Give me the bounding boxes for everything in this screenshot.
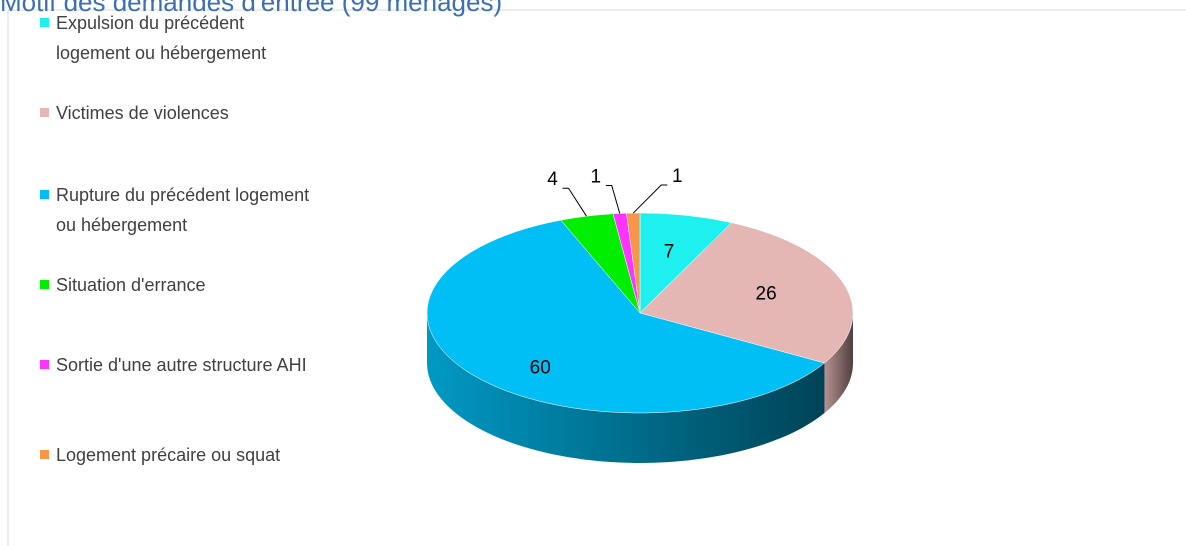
legend-item: Expulsion du précédent logement ou héber… [40,8,316,68]
slice-side [427,313,825,464]
legend-item: Logement précaire ou squat [40,440,316,470]
data-label: 1 [672,166,683,187]
legend-swatch [40,190,49,199]
leader-line [605,184,621,214]
legend-label: Logement précaire ou squat [56,445,281,465]
legend-swatch [40,108,49,117]
legend-label: Sortie d'une autre structure AHI [56,355,307,375]
legend-swatch [40,280,49,289]
leader-line [632,184,668,214]
legend-label: Situation d'errance [56,275,206,295]
legend-swatch [40,360,49,369]
legend-swatch [40,450,49,459]
legend-label: Rupture du précédent logement ou héberge… [56,185,310,235]
slice [426,219,826,414]
legend-item: Rupture du précédent logement ou héberge… [40,180,316,240]
legend-swatch [40,18,49,27]
legend-label: Victimes de violences [56,103,229,123]
legend-item: Sortie d'une autre structure AHI [40,350,316,380]
legend-label: Expulsion du précédent logement ou héber… [56,13,267,63]
slice-side [824,313,853,413]
data-label: 7 [664,242,675,263]
data-label: 1 [590,166,601,187]
data-label: 4 [547,169,558,190]
legend-item: Situation d'errance [40,270,316,300]
chart-title: Motif des demandes d'entrée (99 ménages) [0,0,502,17]
data-label: 26 [756,284,777,305]
leader-line [562,187,587,217]
legend-item: Victimes de violences [40,98,316,128]
data-label: 60 [530,358,551,379]
slice [639,222,854,364]
